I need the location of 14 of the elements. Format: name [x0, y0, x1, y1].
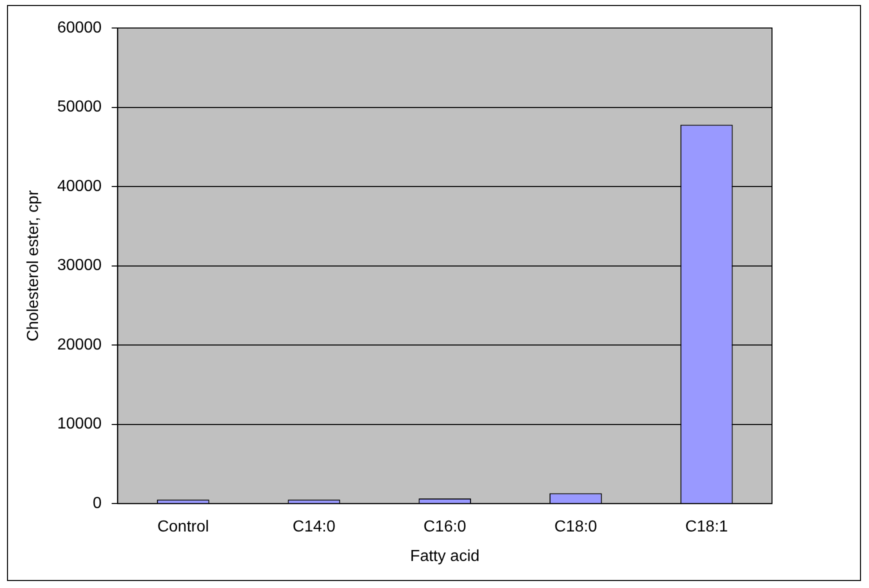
x-tick-label: C14:0	[292, 518, 336, 536]
y-tick-label: 30000	[57, 257, 102, 274]
y-tick-label: 0	[92, 495, 102, 512]
x-tick-label: C16:0	[423, 518, 466, 536]
y-tick-label: 20000	[57, 336, 102, 354]
x-tick-label: C18:0	[554, 518, 598, 536]
y-axis-title: Cholesterol ester, cpr	[25, 190, 42, 342]
x-tick-label: C18:1	[685, 518, 728, 536]
y-tick-label: 40000	[57, 178, 102, 195]
x-axis-title: Fatty acid	[410, 548, 480, 565]
y-tick-label: 10000	[57, 416, 102, 433]
y-tick-label: 60000	[57, 19, 102, 36]
x-tick-label: Control	[157, 518, 209, 536]
y-tick-label: 50000	[57, 98, 102, 116]
